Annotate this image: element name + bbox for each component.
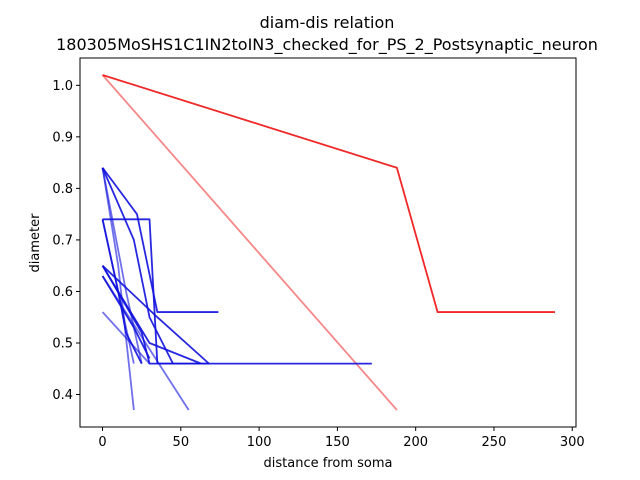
chart-title: diam-dis relation (260, 13, 395, 32)
x-axis-label: distance from soma (264, 456, 393, 471)
axes-frame (79, 57, 577, 428)
x-tick-label: 100 (247, 435, 272, 450)
y-tick-label: 0.8 (52, 182, 73, 197)
y-tick-label: 0.6 (52, 285, 73, 300)
x-tick-label: 200 (403, 435, 428, 450)
y-tick-label: 1.0 (52, 79, 73, 94)
series-line-15 (101, 311, 151, 365)
chart-subtitle: 180305MoSHS1C1IN2toIN3_checked_for_PS_2_… (56, 35, 598, 55)
y-tick-label: 0.4 (52, 388, 73, 403)
series-line-4 (101, 167, 174, 365)
series-line-2 (101, 74, 398, 411)
y-tick-label: 0.9 (52, 130, 73, 145)
y-axis-ticks: 0.4 0.5 0.6 0.7 0.8 0.9 1.0 (52, 79, 80, 403)
series-line-1 (102, 74, 556, 313)
x-axis-ticks: 0 50 100 150 200 250 300 (98, 427, 585, 450)
x-tick-label: 150 (325, 435, 350, 450)
x-tick-label: 0 (98, 435, 106, 450)
series-layer (101, 74, 556, 411)
series-line-5 (101, 167, 135, 411)
y-axis-label: diameter (28, 213, 43, 273)
series-line-9 (101, 219, 143, 365)
series-line-14 (101, 275, 151, 359)
series-line-3 (101, 167, 219, 313)
x-tick-label: 300 (560, 435, 585, 450)
series-line-6 (101, 167, 143, 364)
series-line-12 (101, 265, 210, 365)
x-tick-label: 50 (173, 435, 190, 450)
series-line-11 (101, 265, 202, 365)
x-tick-label: 250 (482, 435, 507, 450)
y-tick-label: 0.7 (52, 233, 73, 248)
y-tick-label: 0.5 (52, 336, 73, 351)
